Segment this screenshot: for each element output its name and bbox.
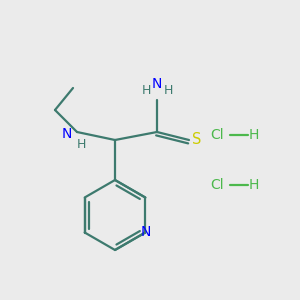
Text: S: S [192, 133, 202, 148]
Text: H: H [249, 128, 259, 142]
Text: N: N [141, 226, 152, 239]
Text: H: H [249, 178, 259, 192]
Text: N: N [62, 127, 72, 141]
Text: H: H [163, 83, 173, 97]
Text: Cl: Cl [210, 128, 224, 142]
Text: H: H [76, 137, 86, 151]
Text: H: H [141, 83, 151, 97]
Text: N: N [152, 77, 162, 91]
Text: Cl: Cl [210, 178, 224, 192]
